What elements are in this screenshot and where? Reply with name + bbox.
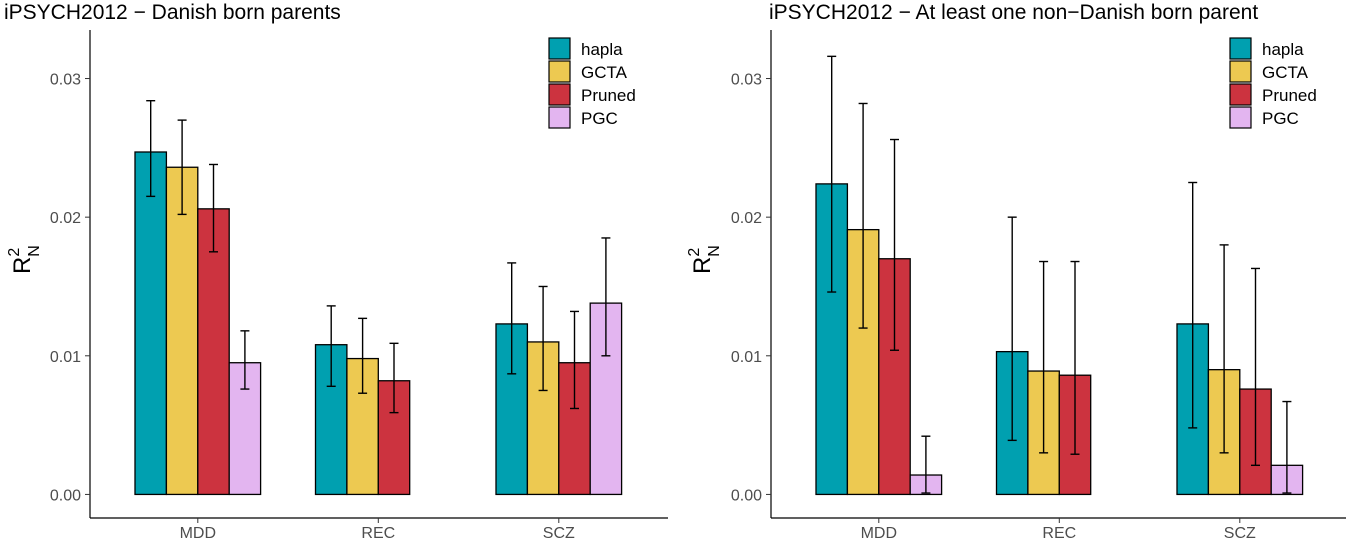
legend-label-gcta: GCTA — [581, 63, 628, 82]
x-tick-label: SCZ — [1224, 525, 1256, 540]
legend-swatch-pruned — [548, 83, 571, 106]
chart-title: iPSYCH2012 − Danish born parents — [4, 1, 341, 24]
legend-swatch-gcta — [548, 60, 571, 83]
legend-swatch-hapla — [548, 37, 571, 60]
bar-hapla-mdd — [134, 151, 168, 496]
x-tick-label: REC — [361, 525, 395, 540]
y-tick-label: 0.00 — [50, 487, 81, 504]
legend-label-pruned: Pruned — [581, 86, 636, 105]
legend-label-gcta: GCTA — [1262, 63, 1309, 82]
chart-panel-1: iPSYCH2012 − Danish born parents 0.00 0.01… — [4, 1, 668, 540]
legend-label-pgc: PGC — [581, 109, 618, 128]
chart-panel-2: iPSYCH2012 − At least one non−Danish bor… — [686, 1, 1346, 540]
y-tick-label: 0.03 — [731, 72, 762, 89]
y-tick-label: 0.00 — [731, 487, 762, 504]
y-axis-label: R2 N — [6, 245, 43, 274]
x-tick-label: MDD — [180, 525, 216, 540]
legend-label-hapla: hapla — [581, 40, 623, 59]
legend-label-pgc: PGC — [1262, 109, 1299, 128]
bar-pruned-mdd — [197, 208, 230, 496]
x-tick-label: SCZ — [543, 525, 575, 540]
x-tick-label: MDD — [861, 525, 897, 540]
y-tick-label: 0.01 — [731, 349, 762, 366]
legend-swatch-hapla — [1229, 37, 1252, 60]
legend-swatch-pgc — [548, 106, 571, 129]
legend-swatch-pruned — [1229, 83, 1252, 106]
y-tick-label: 0.01 — [50, 349, 81, 366]
y-tick-label: 0.03 — [50, 72, 81, 89]
y-tick-label: 0.02 — [731, 210, 762, 227]
legend-label-hapla: hapla — [1262, 40, 1304, 59]
legend-swatch-pgc — [1229, 106, 1252, 129]
chart-title: iPSYCH2012 − At least one non−Danish bor… — [769, 1, 1258, 24]
legend-label-pruned: Pruned — [1262, 86, 1317, 105]
bar-gcta-mdd — [165, 166, 199, 496]
legend-swatch-gcta — [1229, 60, 1252, 83]
y-axis-label: R2 N — [686, 245, 723, 274]
x-tick-label: REC — [1042, 525, 1076, 540]
y-tick-label: 0.02 — [50, 210, 81, 227]
